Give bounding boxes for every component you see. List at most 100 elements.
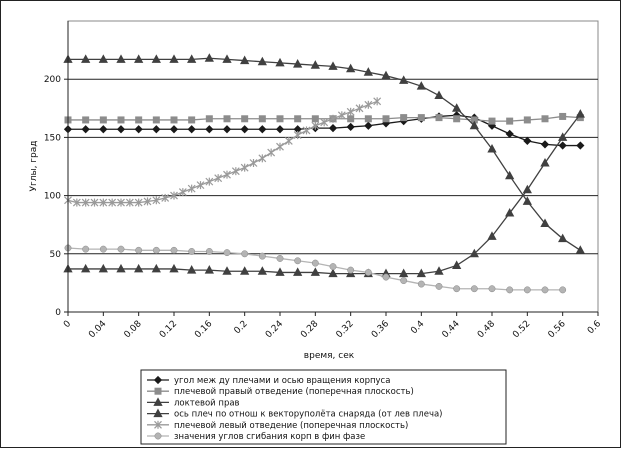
data-point xyxy=(152,196,161,205)
y-tick-label: 100 xyxy=(44,192,61,202)
data-point xyxy=(329,114,337,123)
data-point xyxy=(151,54,161,63)
data-point xyxy=(188,248,196,255)
data-point xyxy=(522,196,532,205)
data-point xyxy=(99,125,108,134)
data-point xyxy=(81,198,90,207)
data-point xyxy=(152,116,160,124)
data-point xyxy=(125,198,134,207)
x-tick-label: 0.52 xyxy=(511,319,532,340)
x-tick-label: 0.32 xyxy=(335,319,356,340)
x-tick-label: 0.44 xyxy=(441,319,462,340)
data-point xyxy=(346,107,355,116)
y-tick-labels: 0 50 100 150 200 xyxy=(44,75,68,318)
data-point xyxy=(558,141,567,150)
x-tick-label: 0.28 xyxy=(299,319,320,340)
data-point xyxy=(205,177,214,186)
data-point xyxy=(311,115,319,123)
data-point xyxy=(311,121,320,130)
x-tick-label: 0.56 xyxy=(547,319,568,340)
series-5 xyxy=(64,97,382,207)
data-point xyxy=(188,116,196,124)
x-tick-label: 0 xyxy=(62,319,73,330)
data-point xyxy=(257,266,267,275)
data-point xyxy=(241,115,249,123)
data-point xyxy=(240,266,250,275)
data-point xyxy=(364,121,373,130)
data-point xyxy=(310,267,320,276)
data-point xyxy=(170,116,178,124)
x-tick-label: 0.6 xyxy=(586,319,603,336)
y-tick-label: 50 xyxy=(50,250,62,260)
data-point xyxy=(400,114,408,122)
data-point xyxy=(488,285,496,293)
data-point xyxy=(178,188,187,197)
data-point xyxy=(81,54,91,63)
legend-label: плечевой левый отведение (поперечная пло… xyxy=(174,421,408,431)
data-point xyxy=(187,265,197,274)
data-point xyxy=(328,268,338,278)
data-point xyxy=(134,54,144,63)
data-point xyxy=(258,154,267,163)
data-point xyxy=(258,115,266,123)
data-point xyxy=(329,263,337,271)
data-point xyxy=(541,115,549,123)
data-point xyxy=(117,198,125,207)
data-point xyxy=(364,100,373,109)
data-point xyxy=(576,141,585,150)
data-point xyxy=(108,198,117,207)
data-point xyxy=(294,115,302,123)
data-point xyxy=(116,263,126,273)
data-point xyxy=(453,285,461,293)
data-point xyxy=(541,286,549,294)
data-point xyxy=(267,148,276,157)
data-point xyxy=(204,53,214,62)
x-tick-label: 0.36 xyxy=(370,319,391,340)
data-point xyxy=(222,54,232,63)
x-tick-label: 0.2 xyxy=(233,319,250,336)
data-point xyxy=(382,273,390,281)
data-point xyxy=(452,103,462,112)
data-point xyxy=(523,286,531,294)
y-tick-label: 0 xyxy=(55,308,61,318)
data-point xyxy=(240,125,249,134)
data-point xyxy=(381,70,391,80)
legend-entry: локтевой прав xyxy=(147,397,240,408)
data-point xyxy=(205,248,213,255)
legend-entry: плечевой правый отведение (поперечная пл… xyxy=(147,387,414,397)
data-point xyxy=(373,97,382,106)
data-point xyxy=(434,90,444,99)
data-point xyxy=(346,63,356,73)
data-point xyxy=(134,125,143,134)
data-point xyxy=(240,55,250,65)
data-point xyxy=(363,67,373,76)
axes xyxy=(67,21,598,313)
data-point xyxy=(161,193,170,202)
x-tick-label: 0.04 xyxy=(87,319,108,340)
data-point xyxy=(453,115,461,123)
data-point xyxy=(488,117,496,125)
legend-label: ось плеч по отнош к векторуполёта снаряд… xyxy=(174,410,443,420)
data-point xyxy=(187,125,196,134)
legend-label: локтевой прав xyxy=(174,398,240,408)
x-tick-label: 0.16 xyxy=(193,319,214,340)
data-point xyxy=(346,122,355,132)
data-point xyxy=(522,184,532,194)
data-point xyxy=(523,116,531,124)
data-point xyxy=(275,57,285,67)
data-point xyxy=(347,266,355,274)
series-layer xyxy=(63,53,585,294)
y-tick-label: 150 xyxy=(44,133,61,143)
data-point xyxy=(117,245,125,253)
data-point xyxy=(293,131,302,140)
data-point xyxy=(214,174,223,183)
data-point xyxy=(506,117,514,125)
data-point xyxy=(152,246,160,254)
data-point xyxy=(558,233,568,243)
data-point xyxy=(117,116,125,124)
data-point xyxy=(257,56,267,66)
data-point xyxy=(154,420,162,429)
data-point xyxy=(116,54,126,63)
